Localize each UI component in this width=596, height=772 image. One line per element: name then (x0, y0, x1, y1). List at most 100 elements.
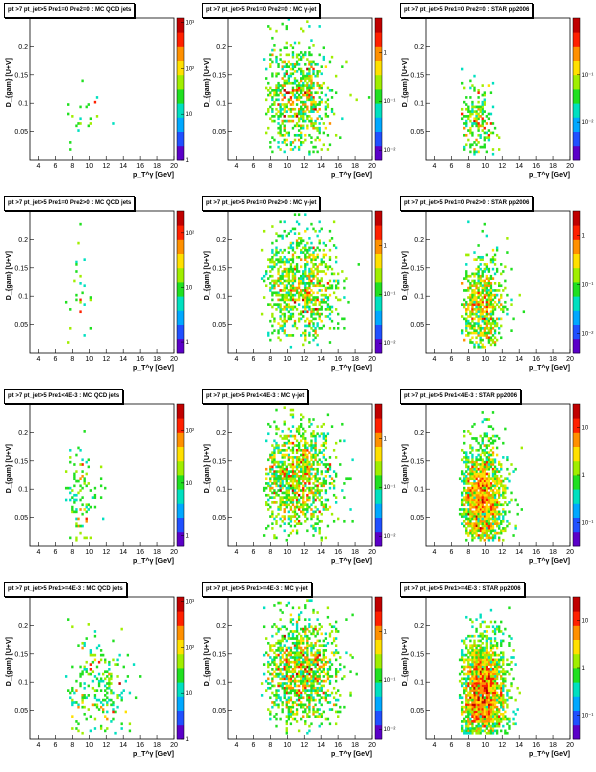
heatmap-cell (308, 267, 311, 271)
heatmap-cell (479, 477, 482, 481)
heatmap-cell (477, 536, 480, 540)
heatmap-cell (326, 296, 330, 299)
heatmap-cell (343, 496, 346, 499)
heatmap-cell (324, 446, 328, 450)
heatmap-cell (316, 467, 319, 471)
heatmap-cell (297, 463, 301, 466)
heatmap-cell (337, 279, 340, 283)
colorbar-segment (177, 282, 184, 286)
heatmap-cell (489, 293, 493, 297)
heatmap-cell (471, 291, 474, 295)
heatmap-cell (316, 682, 319, 685)
heatmap-cell (300, 434, 303, 438)
heatmap-cell (491, 508, 495, 511)
heatmap-cell (318, 129, 321, 132)
heatmap-cell (99, 677, 103, 681)
colorbar-segment (375, 253, 382, 258)
heatmap-cell (324, 679, 328, 683)
heatmap-cell (285, 722, 288, 726)
heatmap-cell (316, 150, 319, 154)
heatmap-cell (318, 317, 321, 321)
heatmap-cell (297, 291, 301, 295)
y-tick-label: 0.15 (14, 458, 28, 465)
heatmap-cell (300, 91, 303, 95)
heatmap-cell (310, 258, 313, 261)
heatmap-cell (343, 286, 346, 290)
heatmap-cell (293, 93, 297, 97)
heatmap-cell (471, 512, 474, 516)
heatmap-cell (320, 425, 323, 428)
colorbar-segment (573, 225, 580, 230)
heatmap-cell (279, 115, 282, 118)
colorbar-segment (177, 517, 184, 522)
heatmap-cell (283, 651, 286, 655)
plot-frame (29, 210, 175, 354)
heatmap-cell (500, 482, 503, 485)
heatmap-cell (287, 232, 291, 235)
heatmap-cell (463, 515, 466, 518)
heatmap-cell (277, 682, 280, 685)
heatmap-cell (291, 710, 295, 714)
heatmap-cell (297, 703, 301, 707)
colorbar-segment (177, 321, 184, 325)
colorbar-segment (375, 96, 382, 101)
heatmap-cell (285, 286, 288, 290)
heatmap-cell (304, 272, 307, 276)
heatmap-cell (106, 727, 109, 730)
heatmap-cell (318, 122, 321, 125)
heatmap-cell (339, 663, 342, 666)
heatmap-cell (467, 430, 470, 433)
heatmap-cell (269, 682, 272, 685)
heatmap-cell (293, 515, 297, 518)
heatmap-cell (500, 529, 503, 533)
heatmap-cell (302, 77, 305, 80)
heatmap-cell (273, 286, 276, 290)
heatmap-cell (463, 456, 466, 459)
heatmap-cell (477, 133, 480, 137)
x-axis-label: p_T^γ [GeV] (529, 557, 570, 565)
heatmap-cell (330, 96, 334, 99)
heatmap-cell (316, 282, 319, 285)
heatmap-cell (312, 646, 315, 650)
heatmap-cell (489, 291, 493, 295)
heatmap-cell (314, 298, 317, 302)
heatmap-cell (487, 479, 491, 483)
heatmap-cell (334, 637, 338, 640)
heatmap-cell (318, 482, 321, 485)
heatmap-cell (267, 524, 270, 528)
heatmap-cell (469, 524, 472, 528)
heatmap-cell (469, 508, 472, 511)
heatmap-cell (483, 484, 486, 488)
colorbar-segment (375, 345, 382, 350)
heatmap-cell (306, 496, 309, 499)
heatmap-cell (275, 427, 278, 431)
heatmap-cell (287, 115, 291, 118)
heatmap-cell (320, 712, 323, 716)
heatmap-cell (293, 81, 297, 85)
heatmap-cell (332, 486, 336, 490)
heatmap-cell (473, 312, 476, 316)
heatmap-cell (91, 660, 95, 664)
heatmap-cell (293, 510, 297, 514)
heatmap-cell (328, 265, 332, 269)
heatmap-cell (491, 255, 495, 259)
heatmap-cell (287, 686, 291, 690)
colorbar-segment (177, 607, 184, 612)
heatmap-cell (291, 477, 295, 481)
heatmap-cell (287, 267, 291, 271)
heatmap-cell (75, 517, 78, 521)
heatmap-cell (275, 303, 278, 306)
heatmap-cell (320, 319, 323, 323)
heatmap-cell (502, 508, 505, 511)
heatmap-cell (489, 310, 493, 314)
heatmap-cell (483, 329, 486, 332)
heatmap-cell (467, 524, 470, 528)
heatmap-cell (322, 479, 325, 483)
heatmap-cell (277, 305, 280, 309)
heatmap-cell (473, 475, 476, 478)
heatmap-cell (277, 284, 280, 288)
heatmap-cell (79, 665, 82, 669)
heatmap-cell (487, 534, 491, 537)
heatmap-cell (304, 634, 307, 638)
colorbar-segment (177, 471, 184, 476)
